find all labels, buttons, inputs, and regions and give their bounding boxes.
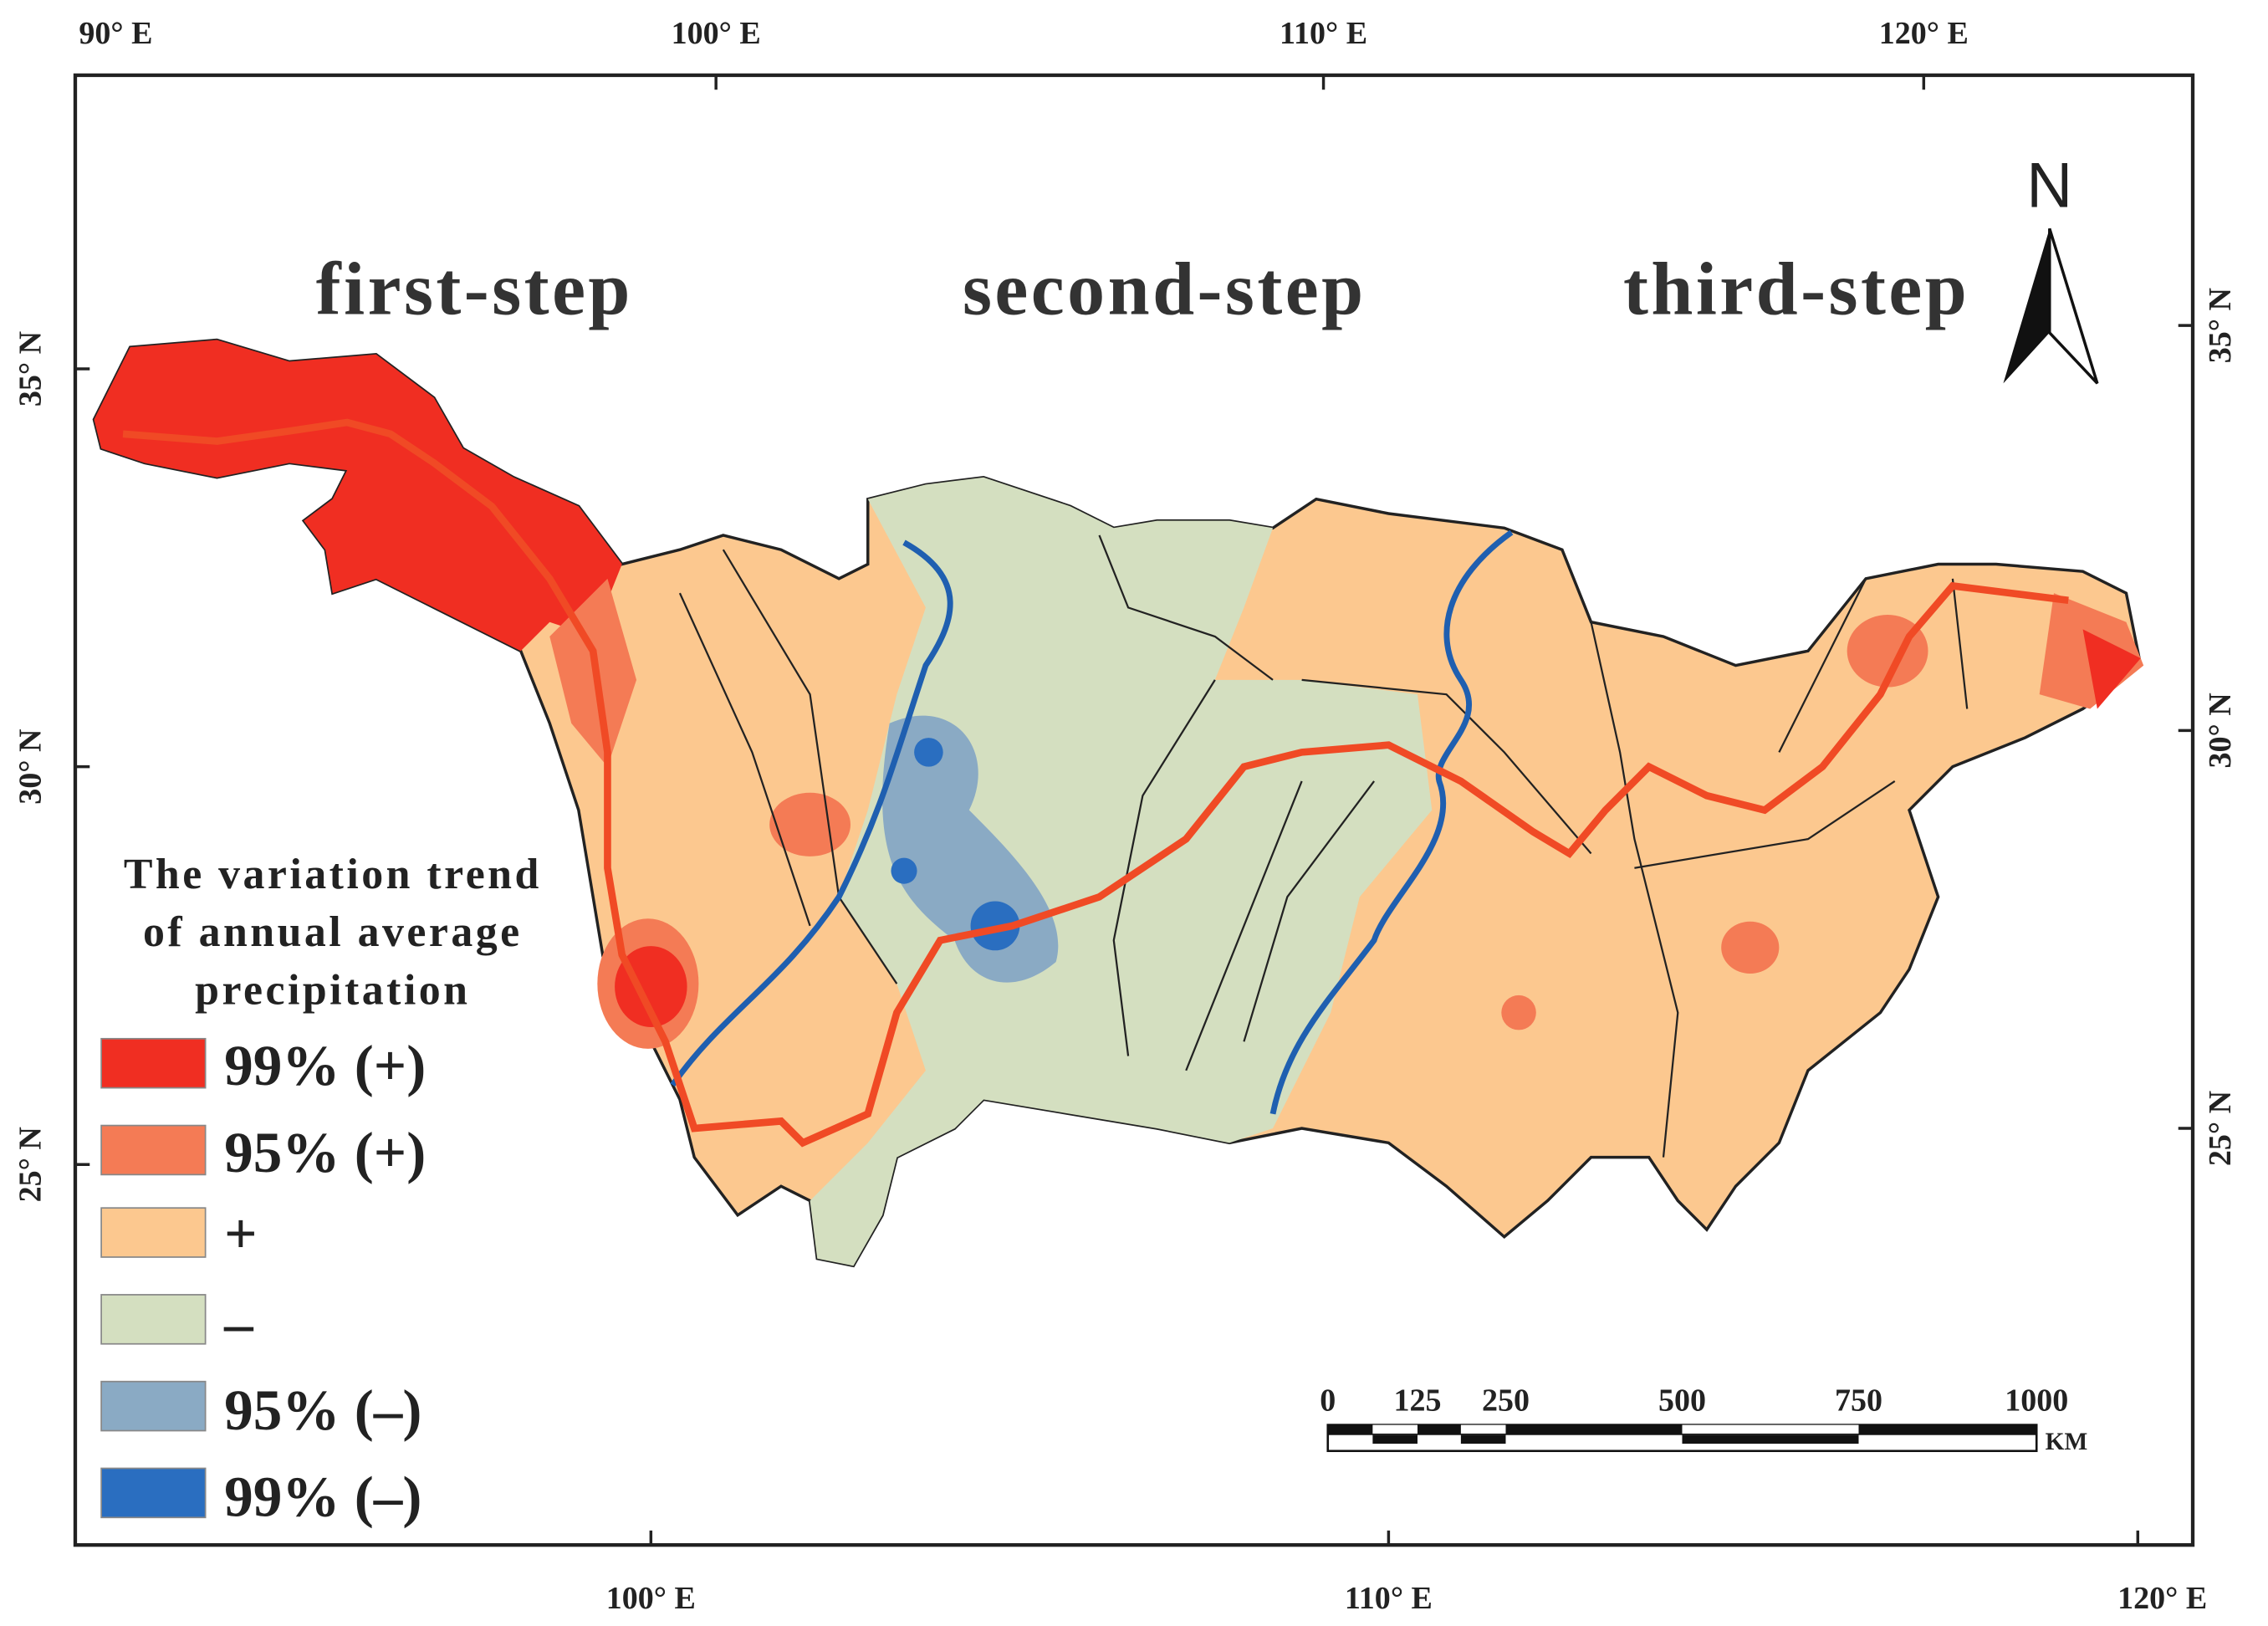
top-lon-label: 110° E (1280, 16, 1367, 51)
legend-label: 95% (+) (224, 1120, 426, 1184)
left-lat-label: 25° N (13, 1127, 48, 1202)
legend-label: – (223, 1291, 254, 1355)
top-lon-label: 90° E (79, 16, 152, 51)
step-label: third-step (1623, 248, 1969, 330)
north-arrow: N (2003, 150, 2099, 385)
legend-title: of annual average (143, 908, 523, 956)
top-lon-label: 120° E (1879, 16, 1969, 51)
left-lat-label: 35° N (13, 331, 48, 406)
legend-label: 95% (–) (224, 1378, 421, 1442)
legend-title: precipitation (195, 966, 470, 1014)
scale-label: 0 (1320, 1383, 1336, 1418)
right-lat-label: 30° N (2203, 693, 2238, 768)
legend-swatch (100, 1294, 207, 1345)
scale-bar: 0 125 250 500 750 1000 KM (1320, 1383, 2087, 1455)
scale-label: 250 (1482, 1383, 1530, 1418)
north-label: N (2026, 150, 2072, 221)
bottom-lon-label: 110° E (1345, 1581, 1433, 1616)
basin (92, 338, 2144, 1268)
legend-swatch (100, 1124, 207, 1176)
bottom-lon-label: 100° E (606, 1581, 696, 1616)
legend-swatch (100, 1380, 207, 1432)
scale-label: 1000 (2005, 1383, 2068, 1418)
legend-swatch (100, 1037, 207, 1089)
legend-swatch (100, 1207, 207, 1258)
right-lat-label: 25° N (2203, 1091, 2238, 1166)
top-lon-label: 100° E (672, 16, 761, 51)
right-lat-label: 35° N (2203, 288, 2238, 363)
legend-title: The variation trend (124, 851, 542, 898)
step-label: second-step (963, 248, 1366, 330)
axis-labels: 90° E 100° E 110° E 120° E 100° E 110° E… (13, 16, 2238, 1616)
legend-swatch (100, 1467, 207, 1519)
legend-label: + (224, 1201, 257, 1266)
frame-ticks (74, 74, 2194, 1546)
scale-unit: KM (2046, 1429, 2088, 1455)
legend: The variation trend of annual average pr… (100, 851, 542, 1529)
scale-label: 125 (1393, 1383, 1441, 1418)
left-lat-label: 30° N (13, 729, 48, 805)
bottom-lon-label: 120° E (2117, 1581, 2207, 1616)
scale-label: 750 (1835, 1383, 1882, 1418)
step-label: first-step (316, 248, 633, 330)
legend-label: 99% (–) (224, 1465, 421, 1529)
legend-label: 99% (+) (224, 1033, 426, 1097)
scale-label: 500 (1658, 1383, 1706, 1418)
